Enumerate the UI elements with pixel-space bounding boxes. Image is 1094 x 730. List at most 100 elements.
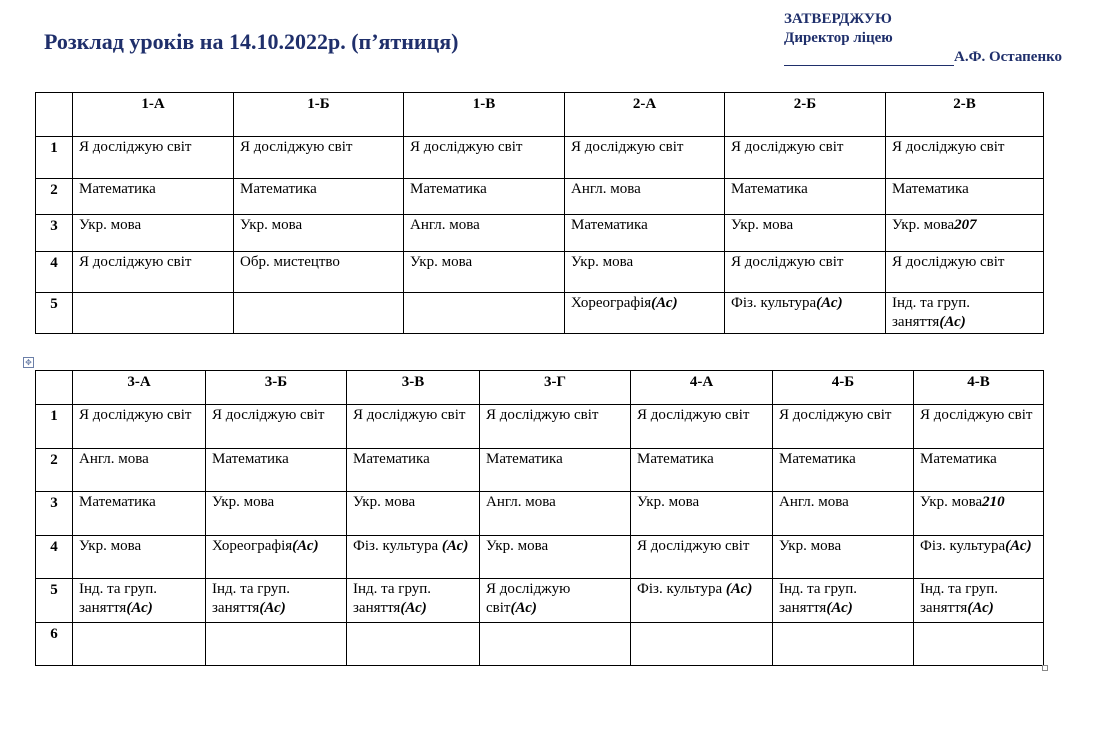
lesson-cell[interactable] bbox=[479, 622, 631, 666]
lesson-cell[interactable] bbox=[772, 622, 914, 666]
lesson-cell[interactable]: Хореографія(Ас) bbox=[205, 535, 347, 579]
subject-name: Я досліджую світ bbox=[240, 139, 353, 155]
lesson-cell[interactable] bbox=[72, 292, 234, 334]
lesson-cell[interactable]: Укр. мова210 bbox=[913, 491, 1044, 536]
lesson-cell[interactable]: Математика bbox=[724, 178, 886, 215]
lesson-cell[interactable]: Я досліджую світ bbox=[630, 535, 773, 579]
lesson-cell[interactable] bbox=[630, 622, 773, 666]
lesson-cell[interactable]: Я досліджую світ bbox=[913, 404, 1044, 449]
lesson-cell[interactable]: Укр. мова207 bbox=[885, 214, 1044, 252]
lesson-cell[interactable]: Математика bbox=[72, 491, 206, 536]
lesson-cell[interactable]: Математика bbox=[233, 178, 404, 215]
table-resize-handle[interactable] bbox=[1042, 665, 1048, 671]
subject-name: Укр. мова bbox=[79, 538, 142, 554]
lesson-cell[interactable]: Математика bbox=[205, 448, 347, 492]
lesson-cell[interactable]: Укр. мова bbox=[772, 535, 914, 579]
lesson-cell[interactable] bbox=[72, 622, 206, 666]
subject-name: Фіз. культура bbox=[731, 295, 817, 311]
subject-name: Математика bbox=[79, 181, 156, 197]
room-note: (Ас) bbox=[651, 295, 678, 311]
lesson-cell[interactable]: Фіз. культура(Ас) bbox=[724, 292, 886, 334]
lesson-cell[interactable]: Математика bbox=[403, 178, 565, 215]
schedule-table-grades-1-2: 1-А 1-Б 1-В 2-А 2-Б 2-В 1 Я досліджую світ Я дос… bbox=[35, 92, 1044, 334]
lesson-cell[interactable]: Математика bbox=[772, 448, 914, 492]
subject-name: Укр. мова bbox=[79, 217, 142, 233]
lesson-cell[interactable]: Укр. мова bbox=[346, 491, 480, 536]
lesson-cell[interactable]: Я досліджую світ bbox=[479, 404, 631, 449]
lesson-cell[interactable]: Укр. мова bbox=[479, 535, 631, 579]
lesson-cell[interactable]: Математика bbox=[630, 448, 773, 492]
lesson-cell[interactable]: Фіз. культура (Ас) bbox=[346, 535, 480, 579]
lesson-cell[interactable]: Обр. мистецтво bbox=[233, 251, 404, 293]
lesson-cell[interactable]: Математика bbox=[346, 448, 480, 492]
lesson-row: 2 Математика Математика Математика Англ. мов… bbox=[35, 178, 1044, 215]
lesson-cell[interactable] bbox=[403, 292, 565, 334]
schedule-table-grades-3-4: 3-А 3-Б 3-В 3-Г 4-А 4-Б 4-В 1 Я досліджую світ Я … bbox=[35, 370, 1044, 666]
table-move-handle-icon[interactable]: ✥ bbox=[23, 357, 34, 368]
lesson-cell[interactable]: Укр. мова bbox=[403, 251, 565, 293]
lesson-cell[interactable]: Математика bbox=[479, 448, 631, 492]
lesson-cell[interactable]: Я досліджую світ bbox=[403, 136, 565, 179]
lesson-cell[interactable] bbox=[233, 292, 404, 334]
lesson-cell[interactable]: Фіз. культура (Ас) bbox=[630, 578, 773, 623]
lesson-cell[interactable]: Я досліджую світ bbox=[724, 136, 886, 179]
lesson-cell[interactable]: Я досліджую світ bbox=[233, 136, 404, 179]
subject-name: Я досліджую світ bbox=[731, 139, 844, 155]
lesson-cell[interactable]: Фіз. культура(Ас) bbox=[913, 535, 1044, 579]
lesson-cell[interactable]: Інд. та груп. заняття(Ас) bbox=[72, 578, 206, 623]
lesson-cell[interactable]: Математика bbox=[885, 178, 1044, 215]
lesson-cell[interactable]: Укр. мова bbox=[724, 214, 886, 252]
subject-name: Я досліджую світ bbox=[731, 254, 844, 270]
subject-name: Я досліджую світ bbox=[79, 139, 192, 155]
lesson-number: 2 bbox=[35, 448, 73, 492]
lesson-cell[interactable]: Я досліджую світ bbox=[72, 136, 234, 179]
lesson-cell[interactable]: Укр. мова bbox=[630, 491, 773, 536]
lesson-cell[interactable]: Укр. мова bbox=[564, 251, 725, 293]
lesson-cell[interactable]: Англ. мова bbox=[479, 491, 631, 536]
lesson-cell[interactable]: Укр. мова bbox=[72, 214, 234, 252]
lesson-cell[interactable]: Хореографія(Ас) bbox=[564, 292, 725, 334]
lesson-cell[interactable] bbox=[205, 622, 347, 666]
lesson-cell[interactable]: Укр. мова bbox=[72, 535, 206, 579]
lesson-cell[interactable]: Я досліджую світ(Ас) bbox=[479, 578, 631, 623]
lesson-cell[interactable]: Математика bbox=[564, 214, 725, 252]
lesson-cell[interactable]: Я досліджую світ bbox=[724, 251, 886, 293]
lesson-cell[interactable] bbox=[346, 622, 480, 666]
lesson-cell[interactable]: Я досліджую світ bbox=[630, 404, 773, 449]
lesson-cell[interactable]: Математика bbox=[913, 448, 1044, 492]
room-note: (Ас) bbox=[259, 600, 286, 616]
lesson-cell[interactable]: Я досліджую світ bbox=[885, 136, 1044, 179]
subject-name: Я досліджую світ bbox=[637, 538, 750, 554]
lesson-cell[interactable]: Я досліджую світ bbox=[564, 136, 725, 179]
lesson-cell[interactable]: Англ. мова bbox=[403, 214, 565, 252]
lesson-cell[interactable]: Інд. та груп. заняття(Ас) bbox=[913, 578, 1044, 623]
lesson-number: 1 bbox=[35, 136, 73, 179]
lesson-cell[interactable]: Інд. та груп. заняття(Ас) bbox=[346, 578, 480, 623]
lesson-cell[interactable]: Математика bbox=[72, 178, 234, 215]
lesson-cell[interactable]: Англ. мова bbox=[564, 178, 725, 215]
lesson-cell[interactable]: Я досліджую світ bbox=[346, 404, 480, 449]
lesson-cell[interactable]: Англ. мова bbox=[772, 491, 914, 536]
lesson-number: 3 bbox=[35, 214, 73, 252]
approval-label: ЗАТВЕРДЖУЮ bbox=[784, 11, 892, 27]
lesson-cell[interactable]: Інд. та груп. заняття(Ас) bbox=[205, 578, 347, 623]
subject-name: Математика bbox=[892, 181, 969, 197]
lesson-cell[interactable]: Я досліджую світ bbox=[72, 251, 234, 293]
lesson-cell[interactable]: Інд. та груп. заняття(Ас) bbox=[885, 292, 1044, 334]
lesson-cell[interactable]: Англ. мова bbox=[72, 448, 206, 492]
subject-name: Укр. мова bbox=[892, 217, 955, 233]
lesson-cell[interactable] bbox=[913, 622, 1044, 666]
lesson-cell[interactable]: Я досліджую світ bbox=[72, 404, 206, 449]
lesson-number: 2 bbox=[35, 178, 73, 215]
header-row: 3-А 3-Б 3-В 3-Г 4-А 4-Б 4-В bbox=[35, 370, 1044, 405]
lesson-cell[interactable]: Укр. мова bbox=[233, 214, 404, 252]
lesson-cell[interactable]: Інд. та груп. заняття(Ас) bbox=[772, 578, 914, 623]
lesson-row: 3 Укр. мова Укр. мова Англ. мова Математика У… bbox=[35, 214, 1044, 252]
room-note: (Ас) bbox=[126, 600, 153, 616]
lesson-cell[interactable]: Я досліджую світ bbox=[772, 404, 914, 449]
lesson-cell[interactable]: Укр. мова bbox=[205, 491, 347, 536]
lesson-cell[interactable]: Я досліджую світ bbox=[885, 251, 1044, 293]
class-header: 1-В bbox=[403, 92, 565, 137]
approver-position: Директор ліцею bbox=[784, 30, 893, 46]
lesson-cell[interactable]: Я досліджую світ bbox=[205, 404, 347, 449]
